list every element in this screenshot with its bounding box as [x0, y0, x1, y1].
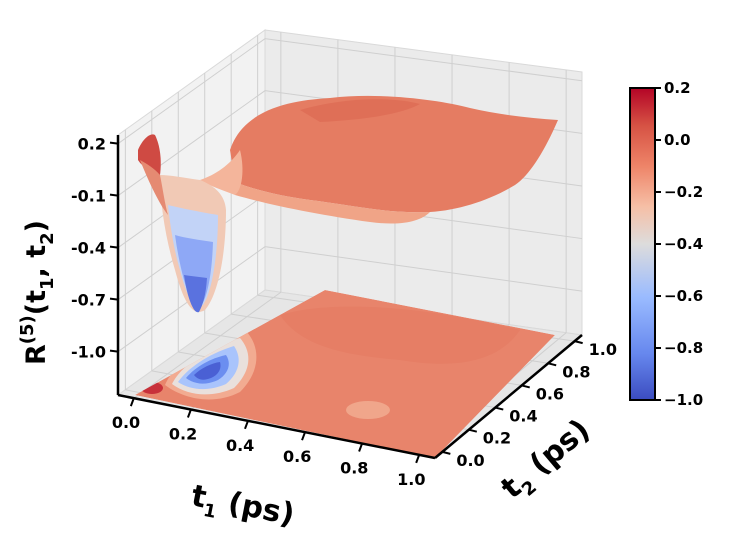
y-tick-label: 0.2: [483, 429, 511, 448]
z-tick-label: -0.7: [71, 291, 106, 310]
z-tick-label: -1.0: [71, 343, 106, 362]
y-tick-mark: [547, 362, 557, 367]
colorbar-tick-label: −0.8: [664, 339, 703, 357]
z-tick-label: 0.2: [78, 135, 106, 154]
floor-grid-line-x: [133, 291, 282, 399]
x-axis-line: [117, 393, 436, 460]
y-tick-label: 1.0: [589, 340, 617, 359]
x-tick-mark: [129, 397, 135, 407]
x-tick-label: 0.6: [283, 447, 311, 466]
z-grid-line: [117, 38, 583, 145]
colorbar-ticks: 0.2 0.0 −0.2 −0.4 −0.6 −0.8 −1.0: [655, 79, 703, 409]
floor-contour-band-core: [194, 362, 221, 380]
colorbar-tick-label: −0.2: [664, 183, 703, 201]
x-tick-label: 0.4: [226, 436, 254, 455]
colorbar-tick-label: −0.4: [664, 235, 703, 253]
colorbar-tick-label: −1.0: [664, 391, 703, 409]
x-tick-mark: [358, 443, 364, 452]
z-tick-mark: [109, 245, 119, 249]
x-tick-label: 1.0: [397, 470, 425, 489]
y-tick-label: 0.8: [562, 362, 590, 381]
x-axis-label: t1 (ps): [188, 478, 298, 537]
colorbar-tick-label: −0.6: [664, 287, 703, 305]
colorbar: 0.2 0.0 −0.2 −0.4 −0.6 −0.8 −1.0: [629, 79, 703, 409]
x-tick-mark: [186, 409, 192, 418]
y-axis-label: t2 (ps): [495, 412, 600, 510]
surface-sheet: [138, 95, 558, 313]
z-tick-mark: [109, 349, 119, 353]
z-tick-label: -0.4: [71, 239, 106, 258]
y-tick-mark: [442, 450, 451, 455]
z-ticks: 0.2 -0.1 -0.4 -0.7 -1.0: [71, 135, 119, 362]
z-tick-mark: [109, 297, 119, 301]
surface-front-fold: [235, 182, 430, 224]
x-tick-mark: [244, 420, 249, 430]
x-tick-label: 0.8: [340, 459, 368, 478]
colorbar-gradient: [629, 87, 656, 401]
y-tick-mark: [574, 340, 583, 345]
x-tick-mark: [301, 431, 306, 441]
y-ticks: 0.0 0.2 0.4 0.6 0.8 1.0: [442, 340, 617, 470]
z-tick-mark: [109, 141, 119, 145]
y-tick-mark: [495, 406, 504, 411]
y-tick-label: 0.6: [536, 384, 564, 403]
floor-contour-plateau: [280, 306, 520, 364]
surface-ridge-highlight: [300, 99, 420, 122]
z-grid-line: [117, 246, 583, 353]
colorbar-tick-label: 0.0: [664, 131, 691, 149]
y-tick-label: 0.0: [456, 451, 484, 470]
x-ticks: 0.0 0.2 0.4 0.6 0.8 1.0: [112, 397, 425, 489]
floor-contour-projection: [135, 290, 555, 458]
surface-trough-core: [184, 275, 207, 313]
surface-plateau: [230, 95, 558, 213]
z-tick-label: -0.1: [71, 187, 106, 206]
y-axis-line: [434, 334, 583, 459]
x-tick-label: 0.2: [169, 424, 197, 443]
surface-rising-flank: [200, 150, 243, 195]
z-axis-label: R(5)(t1, t2): [17, 220, 58, 365]
z-tick-mark: [109, 193, 119, 197]
floor-contour-small-bump: [346, 401, 390, 419]
x-tick-label: 0.0: [112, 413, 140, 432]
surface-left-peak-shade: [140, 160, 168, 215]
y-tick-mark: [521, 384, 530, 389]
y-tick-mark: [468, 428, 478, 433]
colorbar-tick-label: 0.2: [664, 79, 691, 97]
y-tick-label: 0.4: [509, 407, 537, 426]
x-tick-mark: [415, 454, 421, 464]
